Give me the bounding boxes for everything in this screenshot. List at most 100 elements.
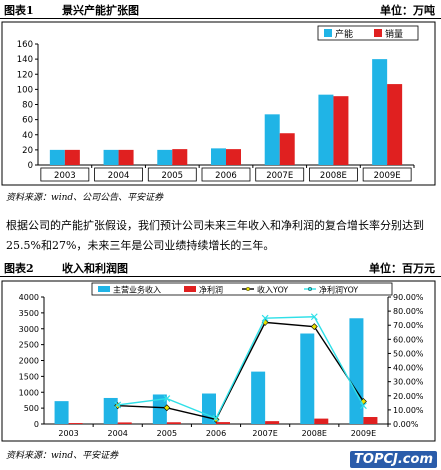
- chart2-bar-profit: [265, 421, 280, 424]
- chart2-point-revenue-yoy: [310, 323, 318, 331]
- chart1-bar-capacity: [372, 59, 388, 165]
- chart2-ytick-left-label: 3000: [19, 325, 39, 334]
- fig2-unit: 单位：百万元: [369, 262, 435, 275]
- chart2-legend-swatch: [98, 286, 110, 292]
- chart1-bar-capacity: [49, 149, 65, 165]
- chart2-point-profit-yoy: [163, 395, 171, 403]
- chart2-bar-profit: [314, 418, 329, 424]
- chart2-xtick-label: 2004: [108, 429, 128, 438]
- chart2-ytick-right-label: 80.00%: [393, 307, 424, 316]
- fig2-title: 收入和利润图: [62, 262, 128, 275]
- chart1-bar-sales: [118, 149, 134, 165]
- chart1-xlabel-box: [201, 167, 251, 182]
- fig2-source: 资料来源：wind、平安证券: [6, 451, 119, 461]
- chart2-bar-revenue: [349, 318, 364, 424]
- chart1-ytick-label: 140: [17, 55, 33, 65]
- chart2-point-profit-yoy-stroke: [261, 314, 269, 322]
- fig2-label: 图表2: [4, 262, 34, 275]
- chart2-ytick-left-label: 4000: [19, 293, 39, 302]
- chart1-legend-swatch: [374, 29, 382, 37]
- chart2-ytick-right-label: 60.00%: [393, 335, 424, 344]
- chart1-bar-sales: [226, 149, 241, 165]
- chart2-ytick-left-label: 500: [24, 404, 39, 413]
- chart1-xtick-label: 2008E: [320, 171, 347, 181]
- chart1: 0 20 40 60 80 100 120 140 160 2003 2004 2005 2006 200…: [1, 21, 436, 186]
- chart1-ytick-label: 60: [22, 116, 33, 126]
- chart2-bar-profit: [68, 423, 83, 424]
- chart1-bar-sales: [387, 84, 403, 165]
- watermark: TOPCJ.com: [350, 451, 437, 468]
- chart2-ytick-left-label: 0: [34, 420, 39, 429]
- chart2: 0 500 1000 1500 2000 2500 3000 3500 4000 0.00% 10.…: [1, 280, 436, 442]
- chart1-bar-capacity: [211, 148, 226, 165]
- chart2-legend-label: 主营业务收入: [113, 285, 161, 295]
- chart2-xtick-label: 2006: [206, 429, 226, 438]
- chart1-xlabel-box: [94, 167, 143, 182]
- chart2-ytick-right-label: 0.00%: [393, 420, 419, 429]
- chart2-xtick-label: 2005: [157, 429, 177, 438]
- chart2-xtick-label: 2003: [58, 429, 78, 438]
- chart2-legend-label: 净利润: [199, 285, 223, 295]
- chart1-xtick-label: 2003: [54, 171, 76, 181]
- chart2-point-profit-yoy: [310, 313, 318, 321]
- chart1-xtick-label: 2009E: [374, 171, 401, 181]
- chart2-bar-revenue: [54, 401, 69, 424]
- chart2-point-profit-yoy: [261, 314, 269, 322]
- chart2-legend-marker: [308, 286, 313, 291]
- chart2-point-revenue-yoy: [163, 404, 171, 412]
- chart1-legend: [317, 25, 419, 41]
- chart1-xlabel-box: [309, 167, 358, 182]
- chart2-ytick-left-label: 1500: [19, 372, 39, 381]
- chart1-legend-label: 销量: [385, 28, 403, 40]
- chart2-xtick-label: 2007E: [252, 429, 277, 438]
- chart2-ytick-right-label: 40.00%: [393, 364, 424, 373]
- fig1-source: 资料来源：wind、公司公告、平安证券: [6, 193, 164, 203]
- fig1-header: 图表1 景兴产能扩张图 单位：万吨: [0, 0, 441, 19]
- chart2-point-profit-yoy-stroke: [360, 402, 367, 410]
- chart1-bar-sales: [172, 149, 188, 165]
- chart1-ytick-label: 100: [17, 85, 33, 95]
- chart1-xlabel-box: [255, 167, 305, 182]
- chart1-xtick-label: 2005: [161, 171, 183, 181]
- chart2-ytick-left-label: 2000: [19, 357, 39, 366]
- chart2-ytick-right-label: 50.00%: [393, 349, 424, 358]
- chart2-ytick-right-label: 20.00%: [393, 392, 424, 401]
- fig1-unit: 单位：万吨: [380, 4, 435, 17]
- chart1-xlabel-box: [362, 167, 412, 182]
- chart1-bar-capacity: [318, 94, 334, 165]
- chart1-bar-sales: [279, 133, 295, 165]
- chart1-xlabel-box: [40, 167, 90, 182]
- chart2-legend-label: 收入YOY: [257, 285, 288, 295]
- chart2-bar-profit: [363, 417, 378, 424]
- chart2-point-revenue-yoy: [212, 416, 220, 423]
- chart2-point-profit-yoy: [114, 401, 122, 409]
- chart1-xtick-label: 2006: [215, 171, 237, 181]
- chart2-point-profit-yoy-stroke: [163, 395, 171, 403]
- chart2-legend-label: 净利润YOY: [319, 285, 358, 295]
- chart2-line-profit-yoy: [117, 316, 365, 420]
- chart2-xtick-label: 2009E: [351, 429, 376, 438]
- chart2-xtick-label: 2008E: [302, 429, 327, 438]
- fig1-label: 图表1: [4, 4, 34, 17]
- chart1-ytick-label: 120: [17, 70, 33, 80]
- chart2-ytick-right-label: 70.00%: [393, 321, 424, 330]
- chart2-point-profit-yoy: [360, 402, 367, 410]
- chart2-point-profit-yoy: [212, 414, 220, 422]
- chart2-bar-profit: [216, 422, 230, 424]
- chart2-bar-profit: [117, 422, 132, 424]
- chart1-bar-sales: [333, 96, 349, 165]
- chart2-line-revenue-yoy: [117, 321, 365, 421]
- chart2-bar-revenue: [152, 394, 167, 424]
- paragraph: 根据公司的产能扩张假设，我们预计公司未来三年收入和净利润的复合增长率分别达到25…: [6, 219, 424, 252]
- chart2-legend-swatch: [184, 286, 196, 292]
- chart2-ytick-left-label: 3500: [19, 309, 39, 318]
- chart1-ytick-label: 40: [22, 131, 33, 141]
- chart1-legend-swatch: [324, 29, 332, 37]
- chart2-point-profit-yoy-stroke: [310, 313, 318, 321]
- chart2-ytick-right-label: 90.00%: [393, 293, 424, 302]
- chart1-legend-label: 产能: [335, 28, 353, 40]
- chart2-ytick-left-label: 1000: [19, 388, 39, 397]
- fig1-title: 景兴产能扩张图: [62, 4, 139, 17]
- chart2-legend-marker: [245, 286, 250, 291]
